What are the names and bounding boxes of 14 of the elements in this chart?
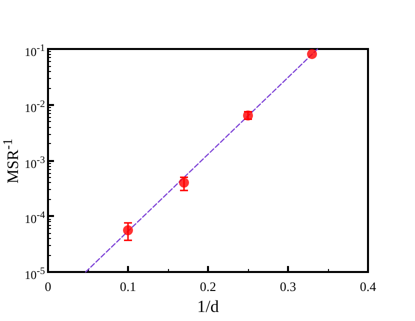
y-tick-label: 10$^{-2}$ <box>24 98 45 115</box>
x-tick-label: 0 <box>44 279 52 294</box>
y-tick-label: 10$^{-4}$ <box>24 209 45 226</box>
x-tick-label: 0.2 <box>200 279 216 294</box>
y-tick-label: 10$^{-5}$ <box>24 265 45 282</box>
point <box>307 49 317 60</box>
point <box>179 178 189 188</box>
x-tick-label: 0.4 <box>360 279 377 294</box>
y-tick-label: 10$^{-3}$ <box>24 154 45 170</box>
x-tick-label: 0.3 <box>280 279 296 294</box>
y-tick-label: 10$^{-1}$ <box>24 42 45 59</box>
x-tick-label: 0.1 <box>120 279 136 294</box>
point <box>123 225 133 236</box>
x-axis-title: 1/d <box>197 296 220 316</box>
